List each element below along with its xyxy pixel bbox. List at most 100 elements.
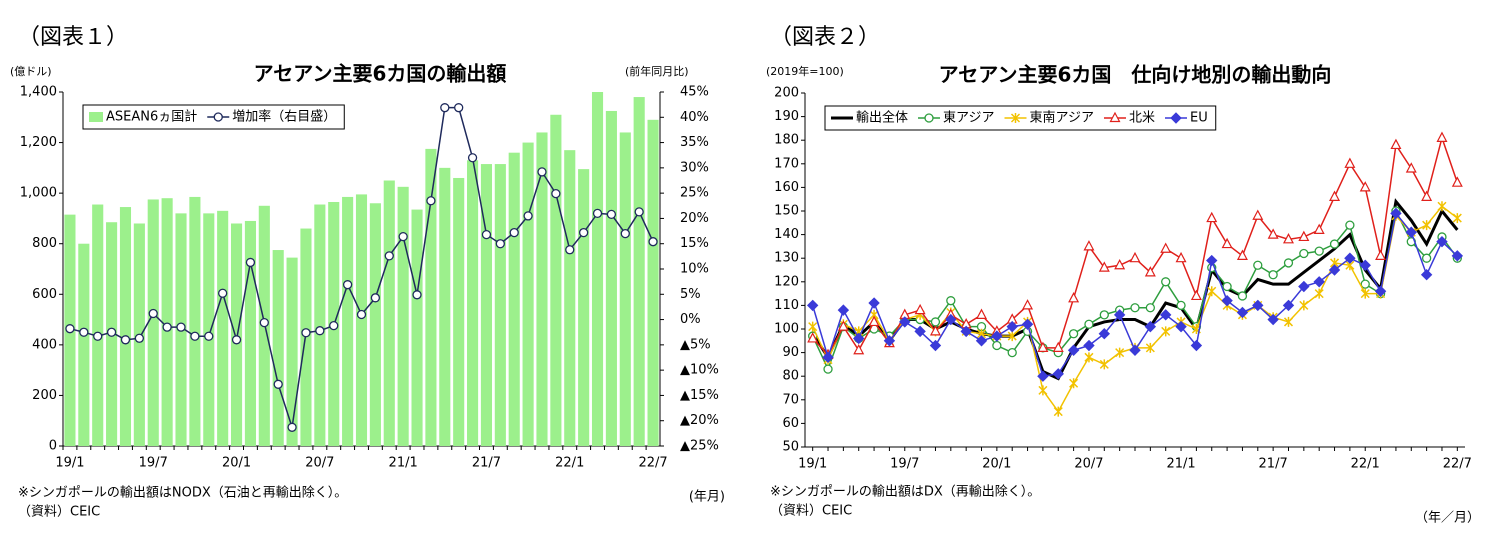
marker: [899, 316, 911, 328]
marker: [342, 280, 353, 290]
marker: [648, 237, 658, 247]
marker: [204, 331, 214, 341]
bar: [78, 243, 90, 446]
x-tick-label: 22/7: [638, 456, 667, 471]
legend-label: 東南アジア: [1030, 110, 1094, 126]
marker: [1344, 157, 1356, 168]
y-tick-label: 110: [774, 298, 799, 313]
marker: [93, 331, 103, 341]
marker: [1099, 359, 1109, 370]
y-tick-label: 1,000: [20, 186, 57, 201]
marker: [1282, 233, 1294, 244]
marker: [1252, 209, 1264, 220]
marker: [1109, 111, 1121, 123]
bar: [411, 209, 423, 446]
marker: [273, 379, 283, 389]
marker: [1207, 286, 1217, 297]
marker: [1175, 320, 1187, 333]
marker: [1021, 318, 1034, 330]
marker: [1053, 406, 1063, 417]
y-tick-label: 90: [782, 345, 799, 360]
marker: [808, 321, 818, 332]
bar: [272, 250, 284, 446]
bar: [203, 213, 215, 446]
x-axis-label: (年月): [689, 490, 725, 505]
marker: [1451, 250, 1464, 262]
bar: [480, 164, 493, 447]
marker: [398, 231, 408, 242]
bar: [578, 169, 590, 446]
marker: [106, 327, 117, 337]
bar: [230, 223, 243, 446]
bar: [494, 164, 506, 447]
y-tick-label: 70: [782, 392, 799, 407]
y-tick-label: 140: [774, 227, 799, 242]
x-tick-label: 21/7: [1259, 457, 1288, 472]
marker: [1360, 279, 1370, 289]
marker: [1144, 266, 1156, 277]
marker: [454, 103, 464, 113]
bar: [439, 167, 451, 446]
marker: [1283, 258, 1294, 268]
marker: [1083, 339, 1095, 352]
marker: [914, 303, 926, 315]
bar: [591, 92, 604, 446]
marker: [1175, 251, 1187, 263]
marker: [1344, 252, 1356, 264]
marker: [991, 330, 1003, 342]
marker: [853, 332, 865, 345]
marker: [218, 288, 228, 298]
marker: [1253, 260, 1263, 270]
y-tick-label: 1,200: [20, 135, 57, 150]
bar: [633, 97, 645, 447]
marker: [1052, 341, 1064, 352]
marker: [1314, 246, 1324, 256]
marker: [976, 308, 988, 319]
marker: [1222, 281, 1232, 292]
source: （資料）CEIC: [770, 504, 852, 519]
marker: [946, 296, 956, 306]
bar: [467, 160, 479, 446]
y-tick-label: 200: [774, 86, 799, 101]
marker: [930, 317, 941, 327]
marker: [1421, 190, 1433, 201]
marker: [1221, 237, 1233, 249]
marker: [134, 333, 145, 343]
marker: [1267, 228, 1279, 239]
chart-title: アセアン主要6カ国の輸出額: [254, 62, 507, 86]
marker: [1052, 368, 1064, 380]
y2-tick-label: 0%: [680, 312, 701, 327]
marker: [1069, 378, 1079, 389]
marker: [1037, 370, 1049, 382]
marker: [1451, 176, 1463, 187]
marker: [1007, 331, 1017, 342]
y-tick-label: 100: [774, 322, 799, 337]
y-axis-label: (2019年=100): [766, 64, 844, 78]
marker: [384, 251, 394, 261]
marker: [1313, 223, 1325, 234]
y-tick-label: 80: [782, 369, 799, 384]
y-tick-label: 400: [32, 337, 57, 352]
marker: [1299, 248, 1309, 259]
marker: [301, 328, 311, 338]
y-axis-label: (億ドル): [10, 65, 52, 78]
legend-label: 輸出全体: [856, 110, 908, 126]
y-tick-label: 600: [32, 287, 57, 302]
marker: [1390, 138, 1402, 150]
y2-tick-label: ▲10%: [680, 363, 719, 378]
marker: [412, 290, 422, 300]
bar: [383, 180, 395, 446]
legend-swatch: [89, 112, 103, 122]
bar: [647, 119, 659, 447]
y-tick-label: 130: [774, 251, 799, 266]
y-tick-label: 150: [774, 204, 799, 219]
y2-tick-label: 35%: [680, 135, 709, 150]
marker: [822, 351, 834, 364]
bar: [342, 196, 354, 446]
marker: [259, 317, 269, 328]
marker: [1084, 352, 1094, 363]
y2-tick-label: 20%: [680, 211, 709, 226]
marker: [1129, 251, 1141, 263]
marker: [1129, 344, 1141, 356]
y2-tick-label: 10%: [680, 262, 709, 277]
